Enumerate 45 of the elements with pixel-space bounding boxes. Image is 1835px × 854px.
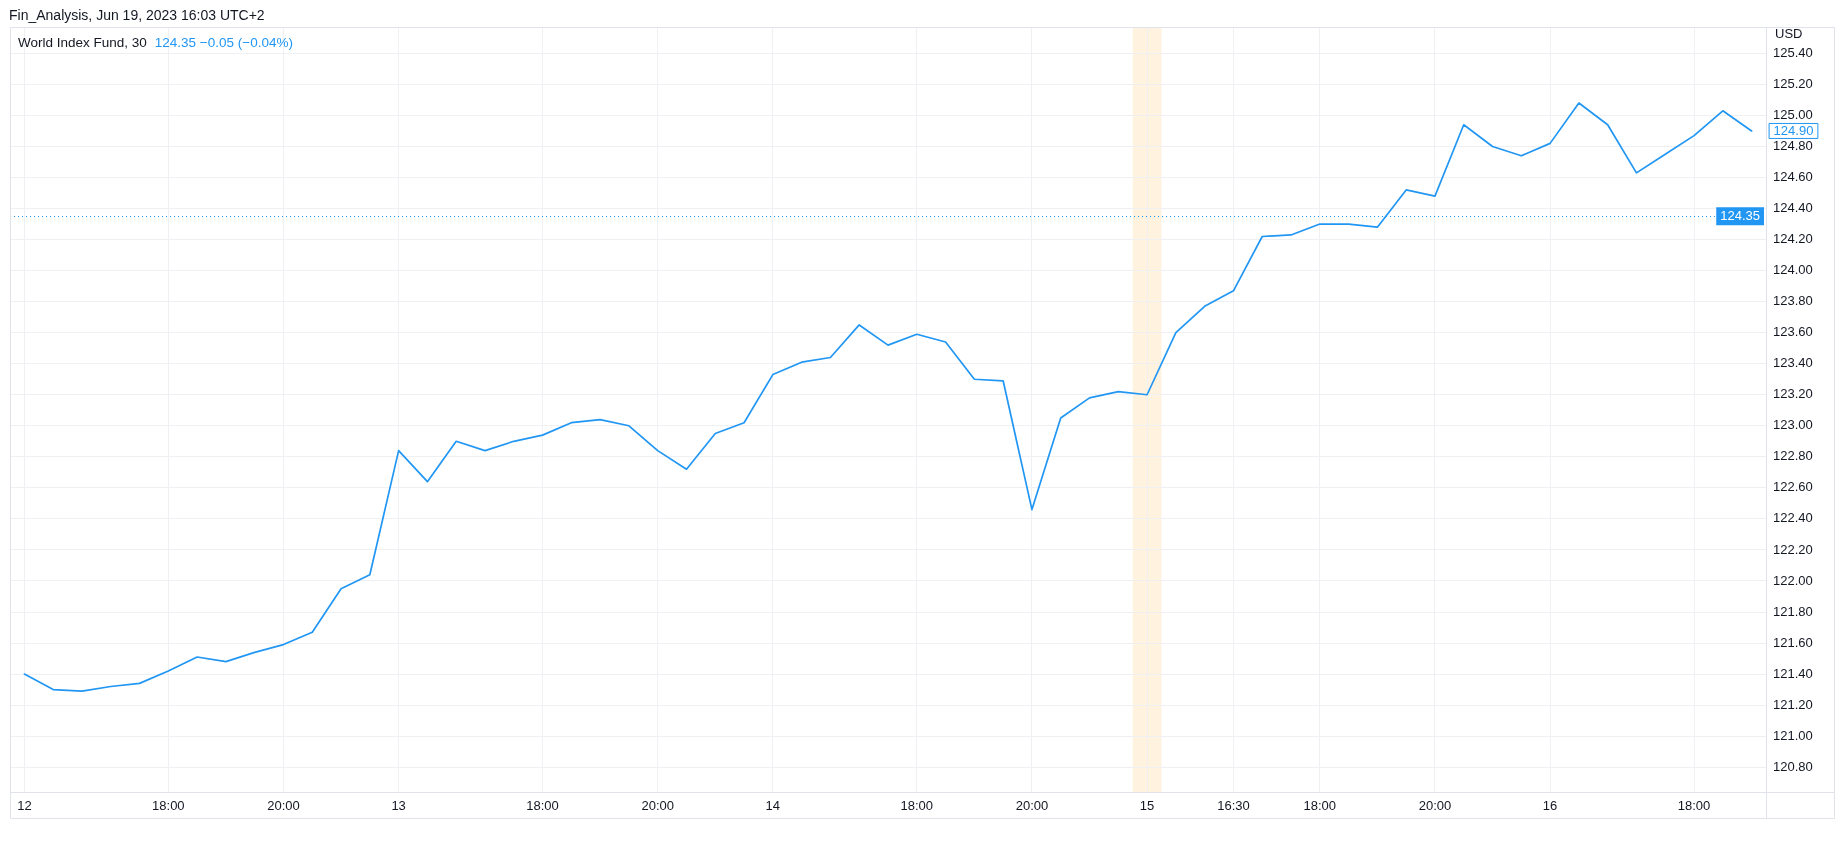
x-tick-label: 18:00 xyxy=(526,798,559,814)
y-tick-label: 122.00 xyxy=(1773,572,1813,588)
y-tick-label: 121.40 xyxy=(1773,665,1813,681)
x-tick-label: 16 xyxy=(1542,798,1558,814)
x-tick-label: 16:30 xyxy=(1217,798,1250,814)
y-tick-label: 120.80 xyxy=(1773,758,1813,774)
y-tick-label: 122.20 xyxy=(1773,541,1813,557)
y-tick-label: 121.00 xyxy=(1773,727,1813,743)
x-tick-label: 15 xyxy=(1139,798,1155,814)
x-tick-label: 20:00 xyxy=(641,798,674,814)
x-tick-label: 18:00 xyxy=(152,798,185,814)
y-tick-label: 122.60 xyxy=(1773,479,1813,495)
y-tick-label: 125.20 xyxy=(1773,75,1813,91)
y-tick-label: 123.20 xyxy=(1773,386,1813,402)
annotation: 124.35 −0.05 (−0.04%) xyxy=(154,35,293,50)
y-tick-label: 124.80 xyxy=(1773,138,1813,154)
y-tick-label: 125.40 xyxy=(1773,44,1813,60)
text: Fin_Analysis, Jun 19, 2023 16:03 UTC+2 xyxy=(9,6,265,24)
x-tick-label: 13 xyxy=(391,798,406,814)
y-tick-label: 124.40 xyxy=(1773,200,1813,216)
y-tick-label: 124.20 xyxy=(1773,231,1813,247)
y-tick-label: 123.00 xyxy=(1773,417,1813,433)
x-tick-label: 14 xyxy=(765,798,781,814)
data-label: 124.90 xyxy=(1773,123,1814,139)
y-tick-label: 123.80 xyxy=(1773,293,1813,309)
y-axis-title: USD xyxy=(1775,25,1803,41)
y-tick-label: 122.40 xyxy=(1773,510,1813,526)
y-tick-label: 121.80 xyxy=(1773,603,1813,619)
y-tick-label: 121.20 xyxy=(1773,696,1813,712)
y-tick-label: 123.60 xyxy=(1773,324,1813,340)
y-tick-label: 122.80 xyxy=(1773,448,1813,464)
y-tick-label: 121.60 xyxy=(1773,634,1813,650)
y-tick-label: 123.40 xyxy=(1773,355,1813,371)
y-tick-label: 124.60 xyxy=(1773,169,1813,185)
x-tick-label: 20:00 xyxy=(1418,798,1452,814)
text: World Index Fund, 30 xyxy=(18,35,147,50)
x-tick-label: 20:00 xyxy=(267,798,300,814)
x-tick-label: 20:00 xyxy=(1015,798,1049,814)
x-tick-label: 18:00 xyxy=(900,798,934,814)
x-tick-label: 12 xyxy=(17,798,32,814)
y-tick-label: 124.00 xyxy=(1773,262,1813,278)
ref-line-label: 124.35 xyxy=(1720,208,1760,224)
y-tick-label: 125.00 xyxy=(1773,107,1813,123)
x-tick-label: 18:00 xyxy=(1677,798,1711,814)
x-tick-label: 18:00 xyxy=(1303,798,1337,814)
